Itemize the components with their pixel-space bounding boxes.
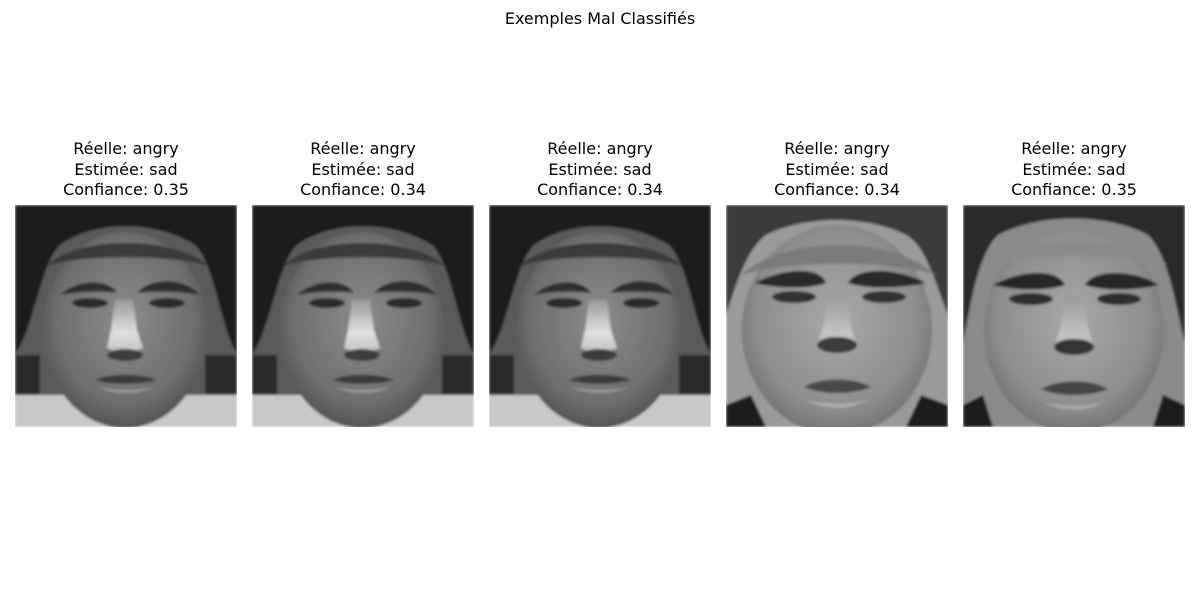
predicted-label: Estimée: sad [785,159,889,179]
sample-panel-5: Réelle: angry Estimée: sad Confiance: 0.… [963,139,1185,427]
sample-panel-2: Réelle: angry Estimée: sad Confiance: 0.… [252,139,474,427]
face-image [252,205,474,427]
predicted-label: Estimée: sad [1022,159,1126,179]
face-image [15,205,237,427]
true-label: Réelle: angry [547,139,653,158]
confidence-label: Confiance: 0.34 [774,180,900,199]
confidence-label: Confiance: 0.35 [63,180,189,199]
sample-panel-1: Réelle: angry Estimée: sad Confiance: 0.… [15,139,237,427]
sample-panel-3: Réelle: angry Estimée: sad Confiance: 0.… [489,139,711,427]
true-label: Réelle: angry [784,139,890,158]
face-image [489,205,711,427]
sample-title-4: Réelle: angry Estimée: sad Confiance: 0.… [726,139,948,205]
sample-title-2: Réelle: angry Estimée: sad Confiance: 0.… [252,139,474,205]
true-label: Réelle: angry [73,139,179,158]
sample-title-1: Réelle: angry Estimée: sad Confiance: 0.… [15,139,237,205]
sample-title-5: Réelle: angry Estimée: sad Confiance: 0.… [963,139,1185,205]
sample-panel-4: Réelle: angry Estimée: sad Confiance: 0.… [726,139,948,427]
sample-title-3: Réelle: angry Estimée: sad Confiance: 0.… [489,139,711,205]
predicted-label: Estimée: sad [74,159,178,179]
true-label: Réelle: angry [310,139,416,158]
confidence-label: Confiance: 0.34 [300,180,426,199]
face-image [963,205,1185,427]
confidence-label: Confiance: 0.35 [1011,180,1137,199]
predicted-label: Estimée: sad [311,159,415,179]
figure-title: Exemples Mal Classifiés [504,9,696,28]
true-label: Réelle: angry [1021,139,1127,158]
predicted-label: Estimée: sad [548,159,652,179]
face-image [726,205,948,427]
confidence-label: Confiance: 0.34 [537,180,663,199]
